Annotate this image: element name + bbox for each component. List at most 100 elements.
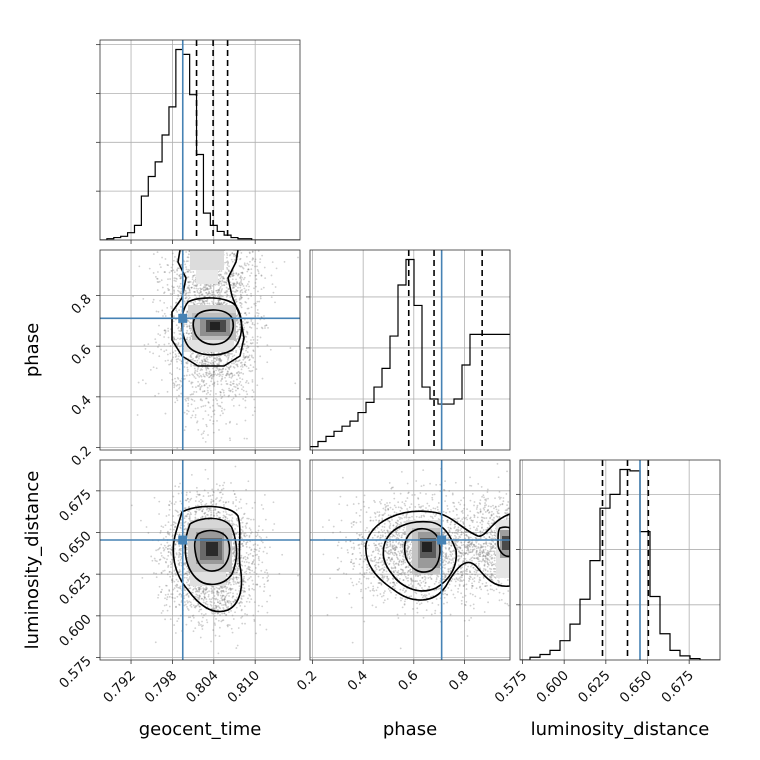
scatter-point — [235, 349, 238, 352]
scatter-point — [250, 268, 253, 271]
scatter-point — [253, 563, 256, 566]
scatter-point — [248, 566, 251, 569]
scatter-point — [189, 329, 192, 332]
scatter-point — [163, 548, 166, 551]
scatter-point — [247, 268, 250, 271]
scatter-point — [225, 373, 228, 376]
scatter-point — [224, 518, 227, 521]
scatter-point — [238, 282, 241, 284]
density-cell — [196, 270, 218, 284]
scatter-point — [254, 304, 257, 307]
scatter-point — [130, 504, 133, 507]
scatter-point — [175, 324, 178, 327]
scatter-point — [217, 510, 220, 513]
scatter-point — [237, 387, 239, 390]
scatter-point — [253, 323, 256, 326]
scatter-point — [239, 293, 242, 296]
scatter-point — [216, 291, 219, 294]
scatter-point — [221, 368, 224, 371]
scatter-point — [198, 354, 201, 357]
scatter-point — [183, 300, 186, 303]
scatter-point — [247, 247, 249, 249]
scatter-point — [242, 516, 244, 519]
scatter-point — [172, 495, 175, 498]
scatter-point — [218, 373, 221, 376]
scatter-point — [208, 376, 210, 379]
scatter-point — [200, 597, 203, 600]
scatter-point — [207, 352, 210, 355]
scatter-point — [183, 524, 186, 527]
scatter-point — [160, 612, 163, 614]
scatter-point — [178, 333, 181, 335]
scatter-point — [179, 338, 181, 341]
scatter-point — [220, 589, 223, 592]
scatter-point — [211, 293, 214, 296]
scatter-point — [190, 365, 192, 367]
scatter-point — [189, 354, 192, 357]
scatter-point — [221, 590, 223, 593]
scatter-point — [164, 412, 167, 415]
scatter-point — [250, 306, 253, 309]
scatter-point — [217, 488, 219, 491]
scatter-point — [204, 602, 207, 604]
scatter-point — [201, 360, 204, 363]
scatter-point — [173, 289, 175, 292]
scatter-point — [235, 532, 238, 535]
scatter-point — [247, 553, 250, 556]
scatter-point — [249, 342, 252, 345]
scatter-point — [215, 374, 218, 377]
scatter-point — [174, 522, 177, 525]
scatter-point — [212, 373, 215, 376]
scatter-point — [251, 389, 254, 392]
scatter-point — [234, 359, 237, 362]
scatter-point — [176, 384, 179, 386]
scatter-point — [218, 301, 220, 304]
scatter-point — [255, 548, 258, 551]
scatter-point — [153, 557, 156, 560]
scatter-point — [183, 325, 186, 327]
scatter-point — [186, 513, 189, 516]
scatter-point — [144, 382, 147, 385]
scatter-point — [178, 267, 180, 270]
scatter-point — [222, 510, 225, 513]
scatter-point — [203, 359, 206, 362]
scatter-point — [180, 518, 183, 521]
scatter-point — [206, 587, 208, 590]
scatter-point — [177, 492, 180, 495]
scatter-point — [241, 601, 243, 604]
scatter-point — [219, 240, 221, 242]
scatter-point — [266, 580, 269, 583]
scatter-point — [220, 378, 223, 381]
scatter-point — [261, 605, 264, 608]
scatter-point — [178, 593, 181, 596]
scatter-point — [202, 417, 205, 420]
scatter-point — [209, 494, 212, 497]
scatter-point — [203, 286, 205, 289]
scatter-point — [226, 624, 229, 627]
scatter-point — [218, 362, 221, 364]
scatter-point — [149, 351, 151, 353]
scatter-point — [209, 393, 212, 396]
scatter-point — [178, 394, 180, 397]
scatter-point — [234, 295, 237, 297]
scatter-point — [216, 283, 218, 286]
scatter-point — [244, 532, 247, 535]
scatter-point — [256, 345, 259, 348]
scatter-point — [191, 358, 194, 361]
scatter-point — [198, 594, 201, 597]
scatter-point — [203, 379, 205, 382]
scatter-point — [241, 283, 244, 286]
scatter-point — [232, 579, 235, 582]
scatter-point — [235, 577, 238, 579]
scatter-point — [211, 383, 214, 386]
scatter-point — [210, 598, 213, 601]
scatter-point — [180, 595, 183, 598]
scatter-point — [218, 287, 221, 290]
scatter-point — [238, 346, 241, 349]
scatter-point — [236, 519, 239, 522]
scatter-point — [225, 606, 228, 609]
scatter-point — [229, 365, 232, 367]
scatter-point — [186, 592, 189, 595]
scatter-point — [216, 419, 218, 422]
scatter-point — [240, 532, 243, 535]
